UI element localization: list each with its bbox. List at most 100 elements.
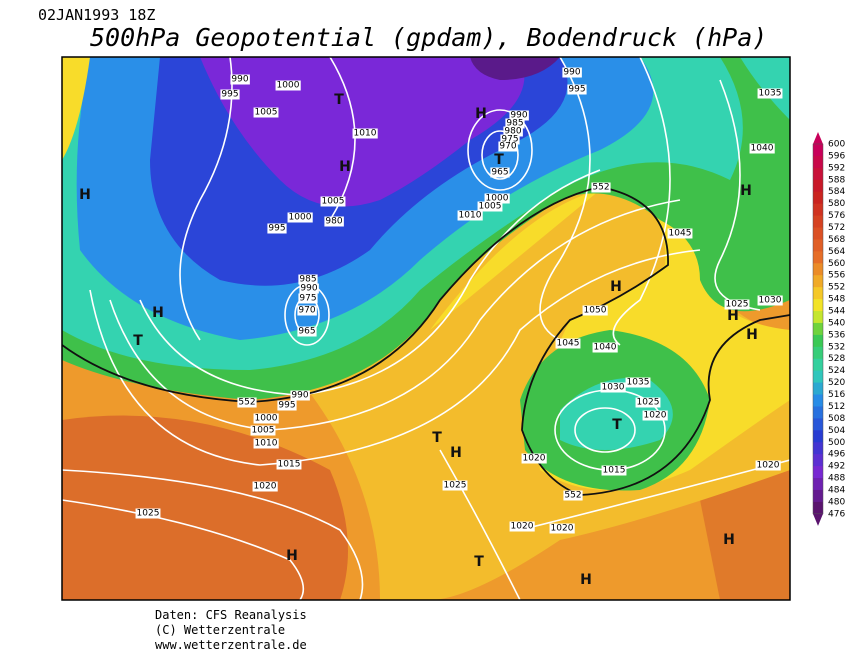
contour-label-group: 552 — [237, 397, 257, 408]
colorbar-label: 512 — [828, 402, 845, 412]
isobar-label-box — [276, 459, 302, 470]
isobar-label: 1005 — [255, 108, 278, 118]
colorbar-label: 592 — [828, 163, 845, 173]
colorbar-swatch — [813, 334, 823, 348]
colorbar-swatch — [813, 358, 823, 372]
isobar-label-box — [297, 326, 317, 337]
isobar-label-box — [749, 143, 775, 154]
isobar-label-box — [230, 74, 250, 85]
isobar-label-group: 1020 — [252, 481, 278, 492]
isobar-label-group: 1025 — [135, 508, 161, 519]
isobar-label-group: 1015 — [276, 459, 302, 470]
isobar-label-box — [298, 293, 318, 304]
pressure-center: T — [334, 92, 344, 108]
isobar-label: 1020 — [254, 482, 277, 492]
colorbar-end — [813, 513, 823, 526]
isobar-label-box — [503, 126, 523, 137]
isobar-label: 995 — [568, 85, 585, 95]
isobar-label-group: 970 — [498, 141, 518, 152]
isobar-label-box — [442, 480, 468, 491]
colorbar-swatch — [813, 466, 823, 479]
colorbar-swatch — [813, 394, 823, 407]
isobar-label: 1000 — [255, 414, 278, 424]
colorbar-label: 484 — [828, 485, 845, 495]
isobar-label-group: 980 — [503, 126, 523, 137]
colorbar-swatch — [813, 430, 823, 443]
pressure-center: H — [727, 308, 739, 324]
isobar-label-box — [250, 425, 276, 436]
isobar-label-box — [505, 118, 525, 129]
colorbar-swatch — [813, 179, 823, 193]
isobar-label-box — [562, 67, 582, 78]
isobar — [481, 130, 519, 180]
colorbar-label: 588 — [828, 175, 845, 185]
pressure-center: T — [432, 430, 442, 446]
colorbar-label: 572 — [828, 223, 845, 233]
colorbar-label: 564 — [828, 247, 845, 257]
isobar-label-group: 1035 — [625, 377, 651, 388]
colorbar-label: 536 — [828, 330, 845, 340]
isobar-label: 1030 — [602, 383, 625, 393]
isobar-label: 1010 — [354, 129, 377, 139]
isobar-label: 1005 — [252, 426, 275, 436]
isobar-label: 990 — [510, 111, 527, 121]
isobar-label: 1045 — [669, 229, 692, 239]
isobar — [109, 199, 681, 431]
colorbar-label: 520 — [828, 378, 845, 388]
isobar-label-box — [220, 89, 240, 100]
pressure-center: T — [612, 417, 622, 433]
isobar — [62, 499, 305, 600]
pressure-center: H — [475, 106, 487, 122]
isobar-label: 970 — [298, 306, 315, 316]
isobar-label-box — [498, 141, 518, 152]
isobar-label-group: 1005 — [320, 196, 346, 207]
isobar-label-box — [582, 305, 608, 316]
isobar-label: 1010 — [459, 211, 482, 221]
isobar-label: 1040 — [751, 144, 774, 154]
colorbar-label: 580 — [828, 199, 845, 209]
isobar-label: 975 — [299, 294, 316, 304]
isobar-label-box — [457, 210, 483, 221]
isobar-label-box — [299, 283, 319, 294]
colorbar-label: 560 — [828, 259, 845, 269]
colorbar-label: 552 — [828, 283, 845, 293]
colorbar-swatch — [813, 346, 823, 360]
isobar-label-box — [724, 299, 750, 310]
isobar-label-box — [252, 481, 278, 492]
colorbar-swatch — [813, 227, 823, 240]
colorbar-label: 516 — [828, 390, 845, 400]
isobar-label: 1025 — [637, 398, 660, 408]
colorbar-swatch — [813, 478, 823, 491]
isobar-label-group: 1005 — [477, 201, 503, 212]
isobar-label-box — [290, 390, 310, 401]
isobar-label-group: 1025 — [442, 480, 468, 491]
colorbar-swatch — [813, 299, 823, 312]
isobar-label-box — [642, 410, 668, 421]
isobar-label: 1020 — [523, 454, 546, 464]
isobar-label-group: 1020 — [755, 460, 781, 471]
footer-line: Daten: CFS Reanalysis — [155, 608, 307, 622]
colorbar-swatch — [813, 191, 823, 205]
pressure-center: T — [133, 333, 143, 349]
isobar-label-group: 985 — [505, 118, 525, 129]
warm-field — [700, 470, 790, 600]
isobar-label: 970 — [499, 142, 516, 152]
isobar-label-group: 1010 — [457, 210, 483, 221]
isobar-label-box — [253, 107, 279, 118]
isobar-label-box — [135, 508, 161, 519]
colorbar-label: 584 — [828, 187, 845, 197]
isobar-label: 1050 — [584, 306, 607, 316]
title: 500hPa Geopotential (gpdam), Bodendruck … — [90, 23, 767, 52]
pressure-center: T — [494, 152, 504, 168]
pressure-center: H — [723, 532, 735, 548]
isobar-label: 1000 — [289, 213, 312, 223]
colorbar-swatch — [813, 311, 823, 324]
isobar-label: 995 — [278, 401, 295, 411]
colorbar-label: 548 — [828, 295, 845, 305]
colorbar-swatch — [813, 382, 823, 396]
isobar-label: 985 — [506, 119, 523, 129]
isobar-label-group: 1010 — [352, 128, 378, 139]
isobar-label: 1005 — [322, 197, 345, 207]
isobar-label-group: 965 — [297, 326, 317, 337]
